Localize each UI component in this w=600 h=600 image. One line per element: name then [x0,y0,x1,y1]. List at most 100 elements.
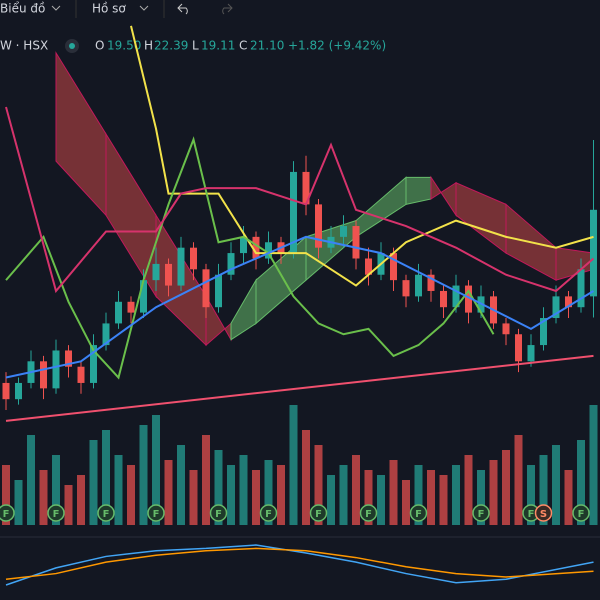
event-label: F [265,509,272,520]
candle-body [465,285,472,313]
event-label: F [53,509,60,520]
volume-bar [152,415,160,525]
event-marker [472,504,490,522]
candle-body [15,382,22,400]
candle-body [552,296,560,319]
candle-body [40,361,47,389]
candle-body [590,209,597,297]
event-marker [572,504,590,522]
volume-bar [527,465,535,525]
candle-body [102,323,110,346]
low-label: L [192,39,199,53]
volume-bar [264,460,273,525]
event-label: F [103,509,110,520]
event-label: F [478,509,485,520]
event-label: F [153,509,160,520]
candle-body [2,382,10,400]
high-label: H [144,39,153,53]
volume-bar [202,435,210,525]
event-marker [97,504,115,522]
candle-body [90,345,97,383]
event-marker [47,504,65,522]
close-label: C [239,39,247,53]
volume-bar [552,445,560,525]
volume-bar [539,455,548,525]
indicator-line [5,354,594,422]
event-label: F [215,509,222,520]
candle-body [52,350,60,389]
chevron[interactable] [139,5,149,11]
undo-button[interactable] [177,3,188,15]
volume-bar [114,455,123,525]
indicator-line [5,235,595,379]
volume-bar [252,470,260,525]
volume-bar [389,460,398,525]
volume-bar [77,475,85,525]
volume-bar [377,475,385,525]
volume-bar [427,470,435,525]
candle-body [577,269,585,308]
volume-bar [402,480,410,525]
candle-body [240,236,247,254]
candle-body [352,226,360,259]
profile-menu[interactable]: Hồ sơ [92,2,126,16]
event-marker [259,504,278,522]
event-label: F [3,509,10,520]
volume-bar [64,485,73,525]
candle-body [177,247,185,286]
event-label: F [578,509,585,520]
chevron[interactable] [51,5,61,11]
close-value: 21.10 [250,39,284,53]
event-label: F [528,509,535,520]
volume-bar [489,460,498,525]
volume-bar [439,475,448,525]
open-label: O [95,39,104,53]
event-label: S [540,509,547,520]
indicator-line [5,136,495,380]
candle-body [527,345,535,362]
volume-bar [327,475,335,525]
event-marker [359,504,378,522]
volume-bar [177,445,185,525]
candle-body [540,318,547,346]
volume-bar [502,450,510,525]
candle-body [115,301,122,324]
high-value: 22.39 [154,39,188,53]
volume-bar [27,435,35,525]
candle-body [565,296,572,308]
volume-bar [14,480,23,525]
volume-bar [414,465,423,525]
volume-bar [89,440,98,525]
open-value: 19.50 [107,39,141,53]
event-marker [534,504,553,522]
candle-body [152,263,160,281]
low-value: 19.11 [201,39,235,53]
status-dot [69,43,75,49]
chart-menu[interactable]: Biểu đồ [0,2,45,16]
candle-body [502,323,510,335]
candle-body [227,253,235,275]
candle-body [402,280,410,297]
volume-bar [139,425,148,525]
volume-bar [564,470,573,525]
candle-body [452,285,460,308]
volume-bar [477,470,485,525]
volume-bar [452,465,460,525]
volume-bar [314,445,323,525]
volume-bar [464,455,473,525]
volume-bar [127,465,135,525]
event-label: F [315,509,322,520]
event-marker [0,504,15,522]
candle-body [290,171,297,254]
event-label: F [415,509,422,520]
volume-bar [39,470,48,525]
volume-bar [277,465,285,525]
candle-body [340,226,347,237]
candle-body [252,236,260,259]
volume-bar [339,465,348,525]
event-marker [209,504,228,522]
redo-button[interactable] [222,3,233,15]
volume-bar [577,440,585,525]
